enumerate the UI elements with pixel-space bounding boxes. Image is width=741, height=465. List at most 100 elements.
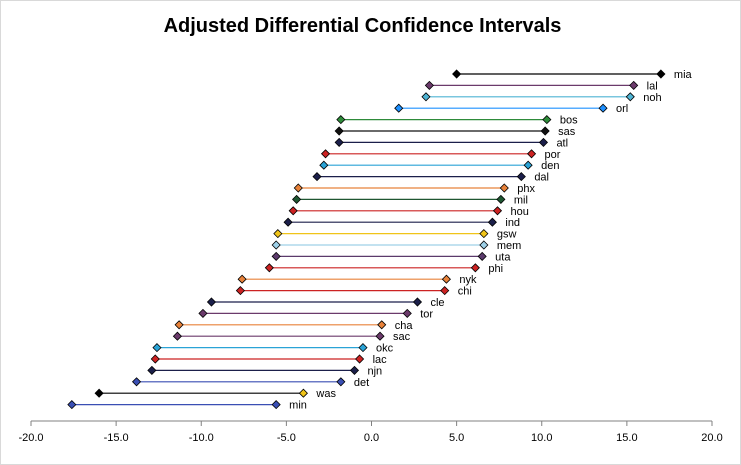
high-marker-phx: [499, 183, 509, 193]
team-label-hou: hou: [510, 206, 528, 218]
low-marker-mia: [452, 69, 462, 79]
x-tick-label: -5.0: [277, 432, 296, 444]
low-marker-orl: [394, 103, 404, 113]
team-label-phi: phi: [488, 263, 503, 275]
team-label-tor: tor: [420, 308, 433, 320]
team-label-sac: sac: [393, 331, 411, 343]
team-label-por: por: [545, 149, 561, 161]
high-marker-mia: [656, 69, 666, 79]
high-marker-ind: [487, 217, 497, 227]
team-label-cle: cle: [430, 297, 444, 309]
low-marker-cha: [174, 320, 184, 330]
low-marker-hou: [288, 206, 298, 216]
low-marker-min: [67, 400, 77, 410]
high-marker-chi: [440, 286, 450, 296]
low-marker-dal: [312, 172, 322, 182]
high-marker-okc: [358, 343, 368, 353]
high-marker-cha: [377, 320, 387, 330]
high-marker-lac: [355, 354, 365, 364]
high-marker-mem: [479, 240, 489, 250]
x-tick-label: 15.0: [616, 432, 637, 444]
team-label-atl: atl: [556, 137, 568, 149]
high-marker-nyk: [441, 274, 451, 284]
low-marker-njn: [147, 365, 157, 375]
team-label-dal: dal: [534, 172, 549, 184]
high-marker-uta: [477, 251, 487, 261]
high-marker-was: [298, 388, 308, 398]
high-marker-tor: [402, 308, 412, 318]
low-marker-nyk: [237, 274, 247, 284]
high-marker-njn: [349, 365, 360, 375]
low-marker-lac: [150, 354, 160, 364]
low-marker-atl: [334, 137, 344, 147]
low-marker-cle: [206, 297, 217, 307]
x-tick-label: -15.0: [104, 432, 129, 444]
chart-title: Adjusted Differential Confidence Interva…: [163, 15, 562, 37]
low-marker-was: [94, 388, 104, 398]
team-label-ind: ind: [505, 217, 520, 229]
team-label-cha: cha: [395, 320, 414, 332]
high-marker-atl: [538, 137, 549, 147]
low-marker-sas: [334, 126, 344, 136]
high-marker-lal: [629, 80, 639, 90]
high-marker-phi: [470, 263, 480, 273]
team-label-phx: phx: [517, 183, 535, 195]
team-label-min: min: [289, 400, 307, 412]
high-marker-bos: [542, 115, 552, 125]
team-label-bos: bos: [560, 115, 578, 127]
high-marker-sas: [540, 126, 550, 136]
team-label-mia: mia: [674, 69, 693, 81]
high-marker-noh: [625, 92, 635, 102]
high-marker-hou: [492, 206, 503, 216]
high-marker-orl: [598, 103, 608, 113]
high-marker-por: [526, 149, 537, 159]
low-marker-por: [320, 149, 331, 159]
team-label-sas: sas: [558, 126, 576, 138]
low-marker-mem: [271, 240, 281, 250]
high-marker-dal: [516, 172, 526, 182]
low-marker-okc: [152, 343, 162, 353]
high-marker-mil: [496, 194, 506, 204]
low-marker-uta: [271, 251, 281, 261]
low-marker-sac: [172, 331, 182, 341]
team-label-njn: njn: [367, 365, 382, 377]
low-marker-phx: [293, 183, 303, 193]
high-marker-sac: [375, 331, 385, 341]
low-marker-phi: [264, 263, 274, 273]
high-marker-min: [271, 400, 281, 410]
x-tick-label: 20.0: [701, 432, 722, 444]
high-marker-cle: [412, 297, 423, 307]
x-tick-label: -10.0: [189, 432, 214, 444]
team-label-det: det: [354, 377, 369, 389]
team-label-okc: okc: [376, 343, 394, 355]
team-label-mil: mil: [514, 194, 528, 206]
low-marker-bos: [336, 115, 346, 125]
low-marker-lal: [424, 80, 434, 90]
x-tick-label: -20.0: [18, 432, 43, 444]
team-label-nyk: nyk: [459, 274, 477, 286]
low-marker-mil: [292, 194, 302, 204]
high-marker-den: [523, 160, 533, 170]
high-marker-gsw: [479, 229, 489, 239]
team-label-gsw: gsw: [497, 229, 517, 241]
x-tick-label: 0.0: [364, 432, 379, 444]
high-marker-det: [336, 377, 346, 387]
team-label-den: den: [541, 160, 559, 172]
team-label-lac: lac: [373, 354, 388, 366]
team-label-chi: chi: [458, 286, 472, 298]
low-marker-det: [131, 377, 142, 387]
team-label-noh: noh: [643, 92, 661, 104]
team-label-lal: lal: [647, 80, 658, 92]
team-label-orl: orl: [616, 103, 628, 115]
team-label-was: was: [315, 388, 336, 400]
low-marker-noh: [421, 92, 431, 102]
x-tick-label: 10.0: [531, 432, 552, 444]
low-marker-den: [319, 160, 329, 170]
low-marker-ind: [283, 217, 293, 227]
low-marker-gsw: [273, 229, 283, 239]
team-label-mem: mem: [497, 240, 521, 252]
x-tick-label: 5.0: [449, 432, 464, 444]
team-label-uta: uta: [495, 251, 511, 263]
